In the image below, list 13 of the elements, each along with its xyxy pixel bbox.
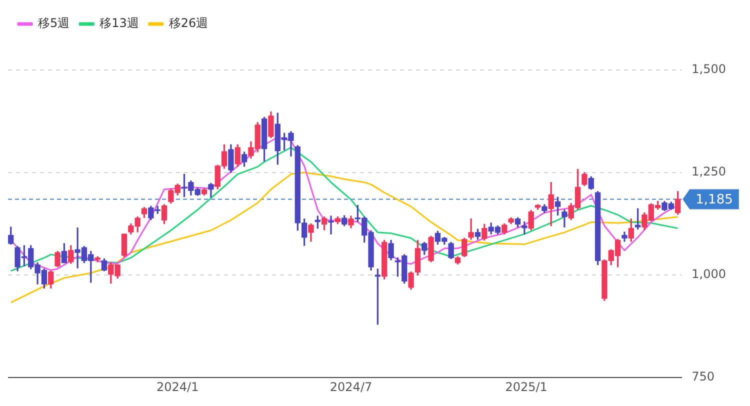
legend-label: 移13週 bbox=[100, 16, 139, 30]
y-tick-label: 1,500 bbox=[692, 62, 726, 76]
x-tick-label: 2024/7 bbox=[330, 380, 372, 394]
legend-label: 移5週 bbox=[38, 16, 70, 30]
x-tick-label: 2025/1 bbox=[505, 380, 548, 394]
legend-label: 移26週 bbox=[168, 16, 208, 30]
candlestick bbox=[522, 221, 528, 234]
y-tick-label: 1,000 bbox=[692, 267, 726, 282]
ref-line-label: 1,185 bbox=[696, 192, 733, 208]
y-tick-label: 750 bbox=[692, 370, 715, 384]
x-tick-label: 2024/1 bbox=[156, 380, 199, 394]
candlestick bbox=[328, 216, 334, 234]
y-tick-label: 1,250 bbox=[692, 164, 726, 179]
